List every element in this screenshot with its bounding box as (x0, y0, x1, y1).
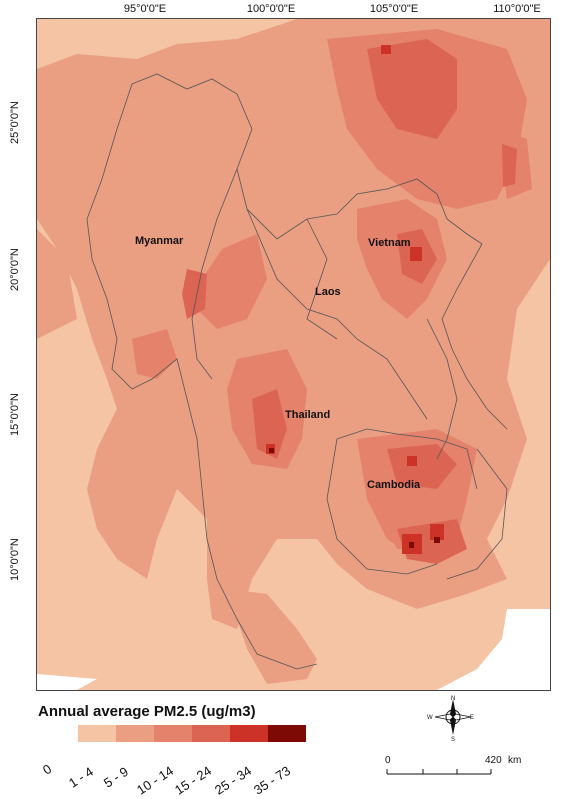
scale-bar-end-label: 420 (485, 755, 502, 766)
legend-label: 5 - 9 (101, 763, 131, 791)
scale-bar-unit-label: km (508, 755, 522, 766)
latitude-label: 25°0'0"N (9, 101, 21, 144)
legend-label: 25 - 34 (212, 762, 255, 798)
legend-swatch-15-24 (192, 725, 230, 742)
legend-label: 10 - 14 (134, 762, 177, 798)
country-label-cambodia: Cambodia (367, 479, 421, 491)
legend-label: 1 - 4 (66, 763, 96, 791)
pm25-map (37, 19, 550, 690)
country-label-vietnam: Vietnam (368, 237, 411, 249)
latitude-label: 15°0'0"N (9, 393, 21, 436)
legend-label: 35 - 73 (251, 762, 294, 798)
country-label-myanmar: Myanmar (135, 235, 184, 247)
compass-west-label: W (427, 715, 433, 721)
country-borders (86, 73, 508, 670)
no-data-area (437, 609, 550, 690)
longitude-label: 100°0'0"E (246, 3, 296, 15)
legend-swatch-35-73 (268, 725, 306, 742)
map-frame: Myanmar Vietnam Laos Thailand Cambodia (36, 18, 551, 691)
legend-title: Annual average PM2.5 (ug/m3) (38, 703, 256, 720)
legend-swatch-1-4 (78, 725, 116, 742)
country-label-laos: Laos (315, 286, 341, 298)
latitude-label: 10°0'0"N (9, 538, 21, 581)
compass-south-label: S (451, 737, 456, 743)
legend-label: 0 (40, 761, 55, 778)
no-data-area-left (37, 674, 97, 690)
country-label-thailand: Thailand (285, 409, 331, 421)
legend-swatch-25-34 (230, 725, 268, 742)
compass-rose-icon (434, 699, 472, 735)
legend-swatch-5-9 (116, 725, 154, 742)
longitude-label: 110°0'0"E (493, 3, 541, 15)
longitude-label: 95°0'0"E (123, 3, 167, 15)
longitude-label: 105°0'0"E (369, 3, 419, 15)
compass-north-label: N (451, 696, 456, 702)
compass-east-label: E (470, 715, 475, 721)
scale-bar-start-label: 0 (385, 755, 391, 766)
legend-swatch-10-14 (154, 725, 192, 742)
pm25-class-35-73-layer (269, 448, 440, 548)
scale-bar (386, 769, 492, 775)
latitude-label: 20°0'0"N (9, 248, 21, 291)
legend-label: 15 - 24 (172, 762, 215, 798)
